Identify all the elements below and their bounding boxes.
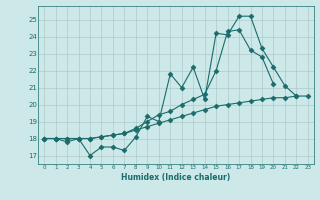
- X-axis label: Humidex (Indice chaleur): Humidex (Indice chaleur): [121, 173, 231, 182]
